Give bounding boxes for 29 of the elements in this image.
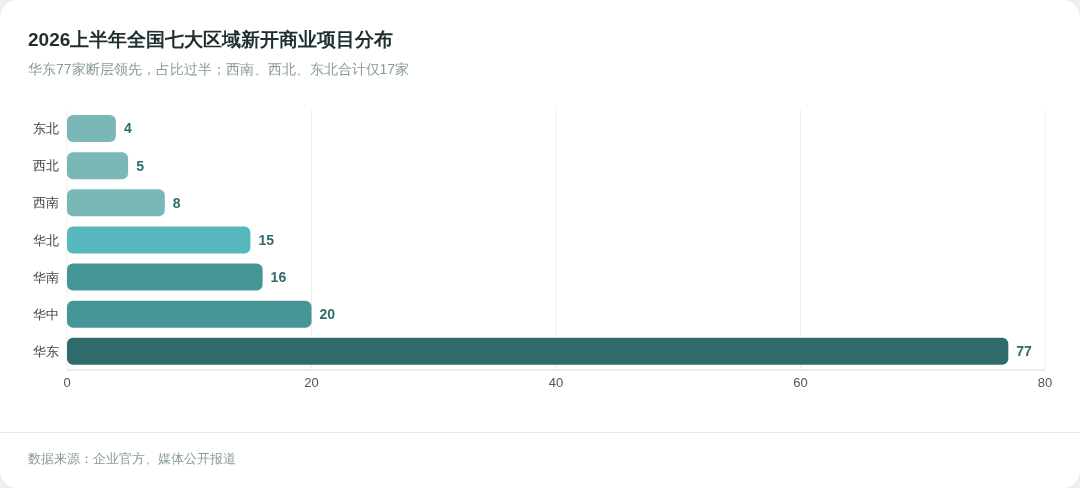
bar [67, 115, 116, 142]
y-tick-label: 华南 [33, 269, 59, 285]
bar [67, 337, 1009, 365]
data-label: 77 [1016, 343, 1033, 360]
data-label: 16 [270, 269, 287, 286]
x-tick-label: 40 [548, 375, 564, 391]
data-label: 4 [123, 120, 132, 137]
bar [67, 226, 251, 254]
data-label: 5 [136, 157, 145, 174]
data-label: 8 [172, 194, 181, 211]
y-tick-label: 华北 [33, 232, 59, 248]
bar [67, 189, 165, 217]
x-tick-label: 20 [304, 375, 319, 391]
x-tick-label: 0 [63, 375, 71, 391]
x-tick-label: 60 [793, 375, 808, 391]
y-tick-label: 华东 [33, 344, 59, 360]
y-tick-label: 西南 [33, 195, 59, 211]
bar [67, 152, 129, 180]
y-tick-label: 西北 [33, 158, 59, 174]
source-note: 数据来源：企业官方、媒体公开报道 [28, 450, 236, 468]
x-tick-label: 80 [1037, 375, 1053, 391]
data-label: 20 [319, 306, 336, 323]
chart-subtitle: 华东77家断层领先，占比过半；西南、西北、东北合计仅17家 [28, 61, 410, 79]
y-tick-label: 东北 [33, 121, 59, 137]
bar [67, 263, 263, 291]
bar [67, 300, 312, 328]
data-label: 15 [258, 231, 275, 248]
chart-title: 2026上半年全国七大区域新开商业项目分布 [28, 28, 394, 52]
y-tick-label: 华中 [33, 306, 59, 322]
